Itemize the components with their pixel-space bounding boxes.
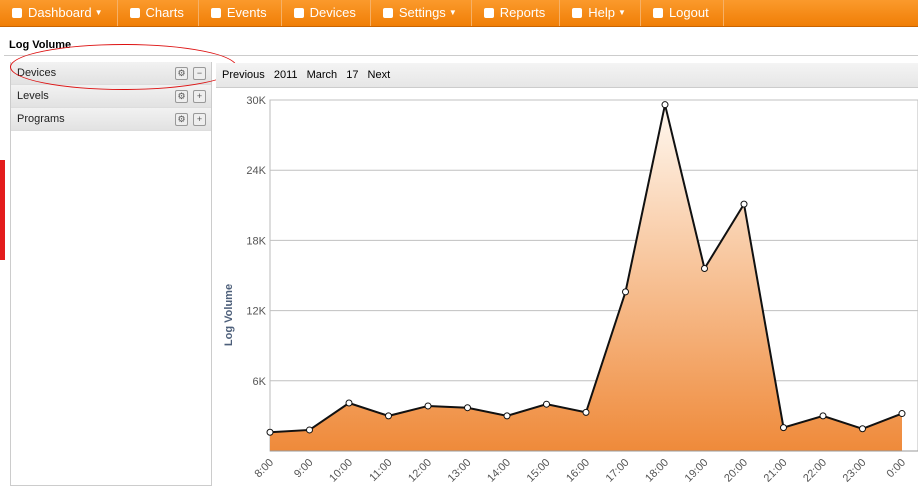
x-tick-label: 18:00	[643, 457, 671, 485]
next-link[interactable]: Next	[367, 69, 391, 81]
data-point	[859, 425, 866, 433]
nav-label: Logout	[668, 5, 709, 20]
settings-button[interactable]: ⚙	[175, 113, 188, 126]
x-tick-label: 17:00	[604, 457, 632, 485]
settings-button[interactable]: ⚙	[175, 90, 188, 103]
x-tick-label: 9:00	[292, 457, 316, 481]
nav-item[interactable]: Devices	[282, 0, 371, 26]
data-point	[740, 200, 748, 208]
data-point	[503, 412, 511, 420]
y-tick-label: 30K	[246, 95, 266, 107]
x-tick-label: 16:00	[564, 457, 592, 485]
nav-item[interactable]: Logout	[641, 0, 724, 26]
nav-label: Charts	[145, 5, 184, 20]
y-tick-label: 6K	[253, 376, 267, 388]
nav-item[interactable]: Dashboard ▼	[0, 0, 118, 26]
x-tick-label: 22:00	[801, 457, 829, 485]
nav-icon	[129, 8, 140, 18]
section-label: Levels	[17, 90, 49, 102]
dropdown-arrow: ▼	[448, 8, 457, 17]
x-tick-label: 21:00	[762, 457, 790, 485]
data-point	[780, 424, 787, 432]
data-point	[701, 264, 708, 272]
nav-item[interactable]: Settings ▼	[371, 0, 472, 26]
y-tick-label: 24K	[246, 165, 266, 177]
nav-icon	[572, 8, 583, 18]
data-point	[582, 408, 590, 416]
date-nav: Previous 2011 March 17 Next	[216, 63, 918, 88]
nav-label: Help	[588, 5, 616, 20]
expand-button[interactable]: +	[193, 113, 206, 126]
nav-icon	[12, 8, 22, 18]
y-tick-label: 12K	[246, 306, 266, 318]
annotation-ellipse	[10, 44, 237, 90]
nav-label: Settings	[398, 5, 446, 20]
section-label: Programs	[17, 113, 65, 125]
data-point	[622, 288, 629, 296]
year-link[interactable]: 2011	[273, 69, 298, 81]
x-tick-label: 23:00	[841, 457, 869, 485]
nav-label: Dashboard	[28, 5, 92, 20]
x-tick-label: 15:00	[525, 457, 553, 485]
area	[270, 104, 902, 452]
y-axis-label: Log Volume	[223, 284, 235, 346]
x-tick-label: 8:00	[252, 457, 276, 481]
nav-label: Events	[226, 5, 267, 20]
x-tick-label: 20:00	[722, 457, 750, 485]
x-tick-label: 14:00	[485, 457, 513, 485]
day-link[interactable]: 17	[346, 69, 359, 81]
data-point	[306, 426, 313, 434]
data-point	[464, 404, 471, 412]
nav-bar: Dashboard ▼ Charts Events Devices Settings ▼ Re…	[0, 0, 918, 27]
nav-label: Devices	[309, 5, 356, 20]
nav-item[interactable]: Events	[199, 0, 282, 26]
chart: 6K 12K 18K 24K 30K Log Volume 8:00 9:00 10:00 11:…	[223, 95, 918, 485]
data-point	[385, 412, 392, 420]
filter-panel: Devices ⚙ − Levels ⚙ + Programs ⚙ +	[10, 62, 212, 486]
nav-label: Reports	[499, 5, 546, 20]
nav-icon	[382, 8, 393, 18]
x-tick-label: 10:00	[327, 457, 355, 485]
nav-item[interactable]: Charts	[118, 0, 199, 26]
x-tick-label: 0:00	[884, 457, 908, 481]
panel-section[interactable]: Levels ⚙ +	[11, 85, 211, 108]
nav-item[interactable]: Help ▼	[560, 0, 641, 26]
data-point	[424, 402, 432, 410]
data-point	[661, 101, 669, 109]
nav-icon	[483, 8, 494, 18]
nav-icon	[652, 8, 663, 18]
x-tick-label: 19:00	[683, 457, 711, 485]
panel-section[interactable]: Programs ⚙ +	[11, 108, 211, 131]
month-link[interactable]: March	[306, 69, 338, 81]
dropdown-arrow: ▼	[618, 8, 626, 17]
divider	[4, 55, 918, 56]
expand-button[interactable]: +	[193, 90, 206, 103]
data-point	[898, 410, 906, 418]
x-tick-label: 13:00	[446, 457, 474, 485]
side-marker	[0, 160, 5, 260]
data-point	[819, 412, 827, 420]
data-point	[543, 400, 550, 408]
nav-icon	[210, 8, 221, 18]
nav-item[interactable]: Reports	[472, 0, 561, 26]
nav-icon	[293, 8, 304, 18]
data-point	[345, 399, 353, 407]
x-tick-label: 12:00	[406, 457, 434, 485]
dropdown-arrow: ▼	[94, 8, 103, 17]
y-tick-label: 18K	[246, 235, 266, 247]
x-tick-label: 11:00	[367, 457, 394, 484]
prev-link[interactable]: Previous	[222, 69, 265, 81]
data-point	[266, 428, 274, 436]
